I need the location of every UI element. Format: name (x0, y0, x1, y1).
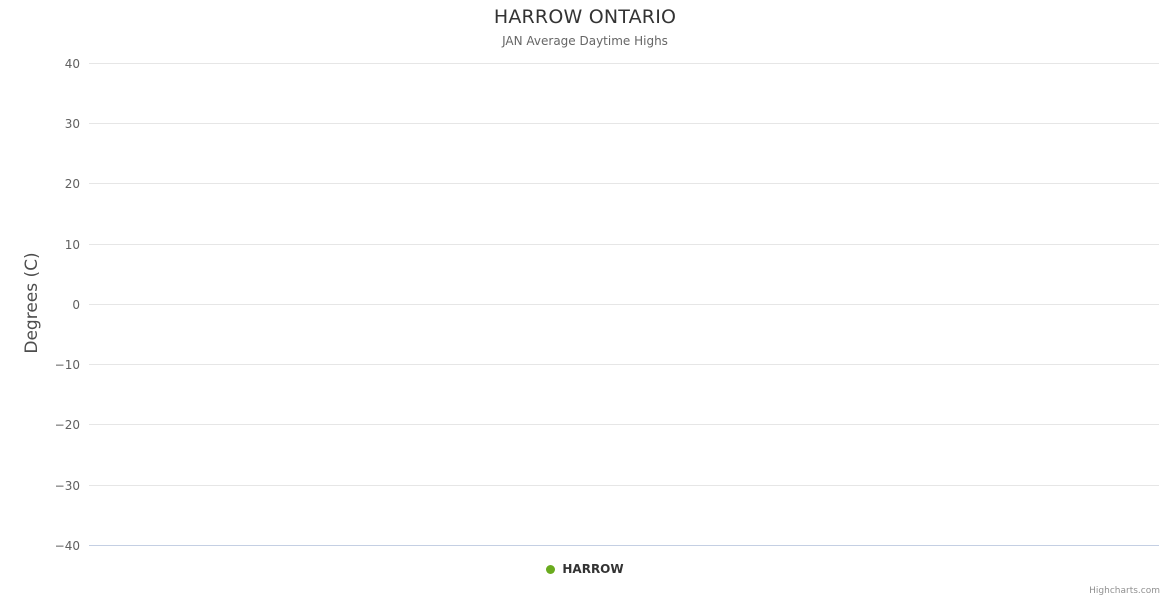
y-tick-label-30: 30 (64, 117, 80, 131)
y-tick-label-10: 10 (64, 238, 80, 252)
gridline-40 (89, 63, 1159, 64)
legend-item-label: HARROW (562, 562, 624, 576)
y-tick-label-neg30: −30 (54, 479, 80, 493)
highcharts-credits-link[interactable]: Highcharts.com (1089, 586, 1160, 596)
gridline-0 (89, 304, 1159, 305)
gridline-neg20 (89, 424, 1159, 425)
gridline-neg10 (89, 364, 1159, 365)
y-tick-label-neg10: −10 (54, 358, 80, 372)
y-tick-label-neg40: −40 (54, 539, 80, 553)
chart-subtitle: JAN Average Daytime Highs (502, 34, 668, 48)
plot-area (89, 63, 1159, 545)
legend-item-harrow[interactable]: HARROW (546, 562, 624, 576)
y-tick-label-neg20: −20 (54, 418, 80, 432)
legend-marker-icon (546, 564, 556, 574)
y-tick-label-20: 20 (64, 177, 80, 191)
x-axis-line (89, 545, 1159, 546)
y-tick-label-40: 40 (64, 57, 80, 71)
gridline-20 (89, 183, 1159, 184)
gridline-30 (89, 123, 1159, 124)
gridline-10 (89, 244, 1159, 245)
gridline-neg30 (89, 485, 1159, 486)
y-tick-label-0: 0 (72, 298, 80, 312)
chart-title: HARROW ONTARIO (493, 6, 677, 28)
chart-legend: HARROW (0, 562, 1170, 576)
